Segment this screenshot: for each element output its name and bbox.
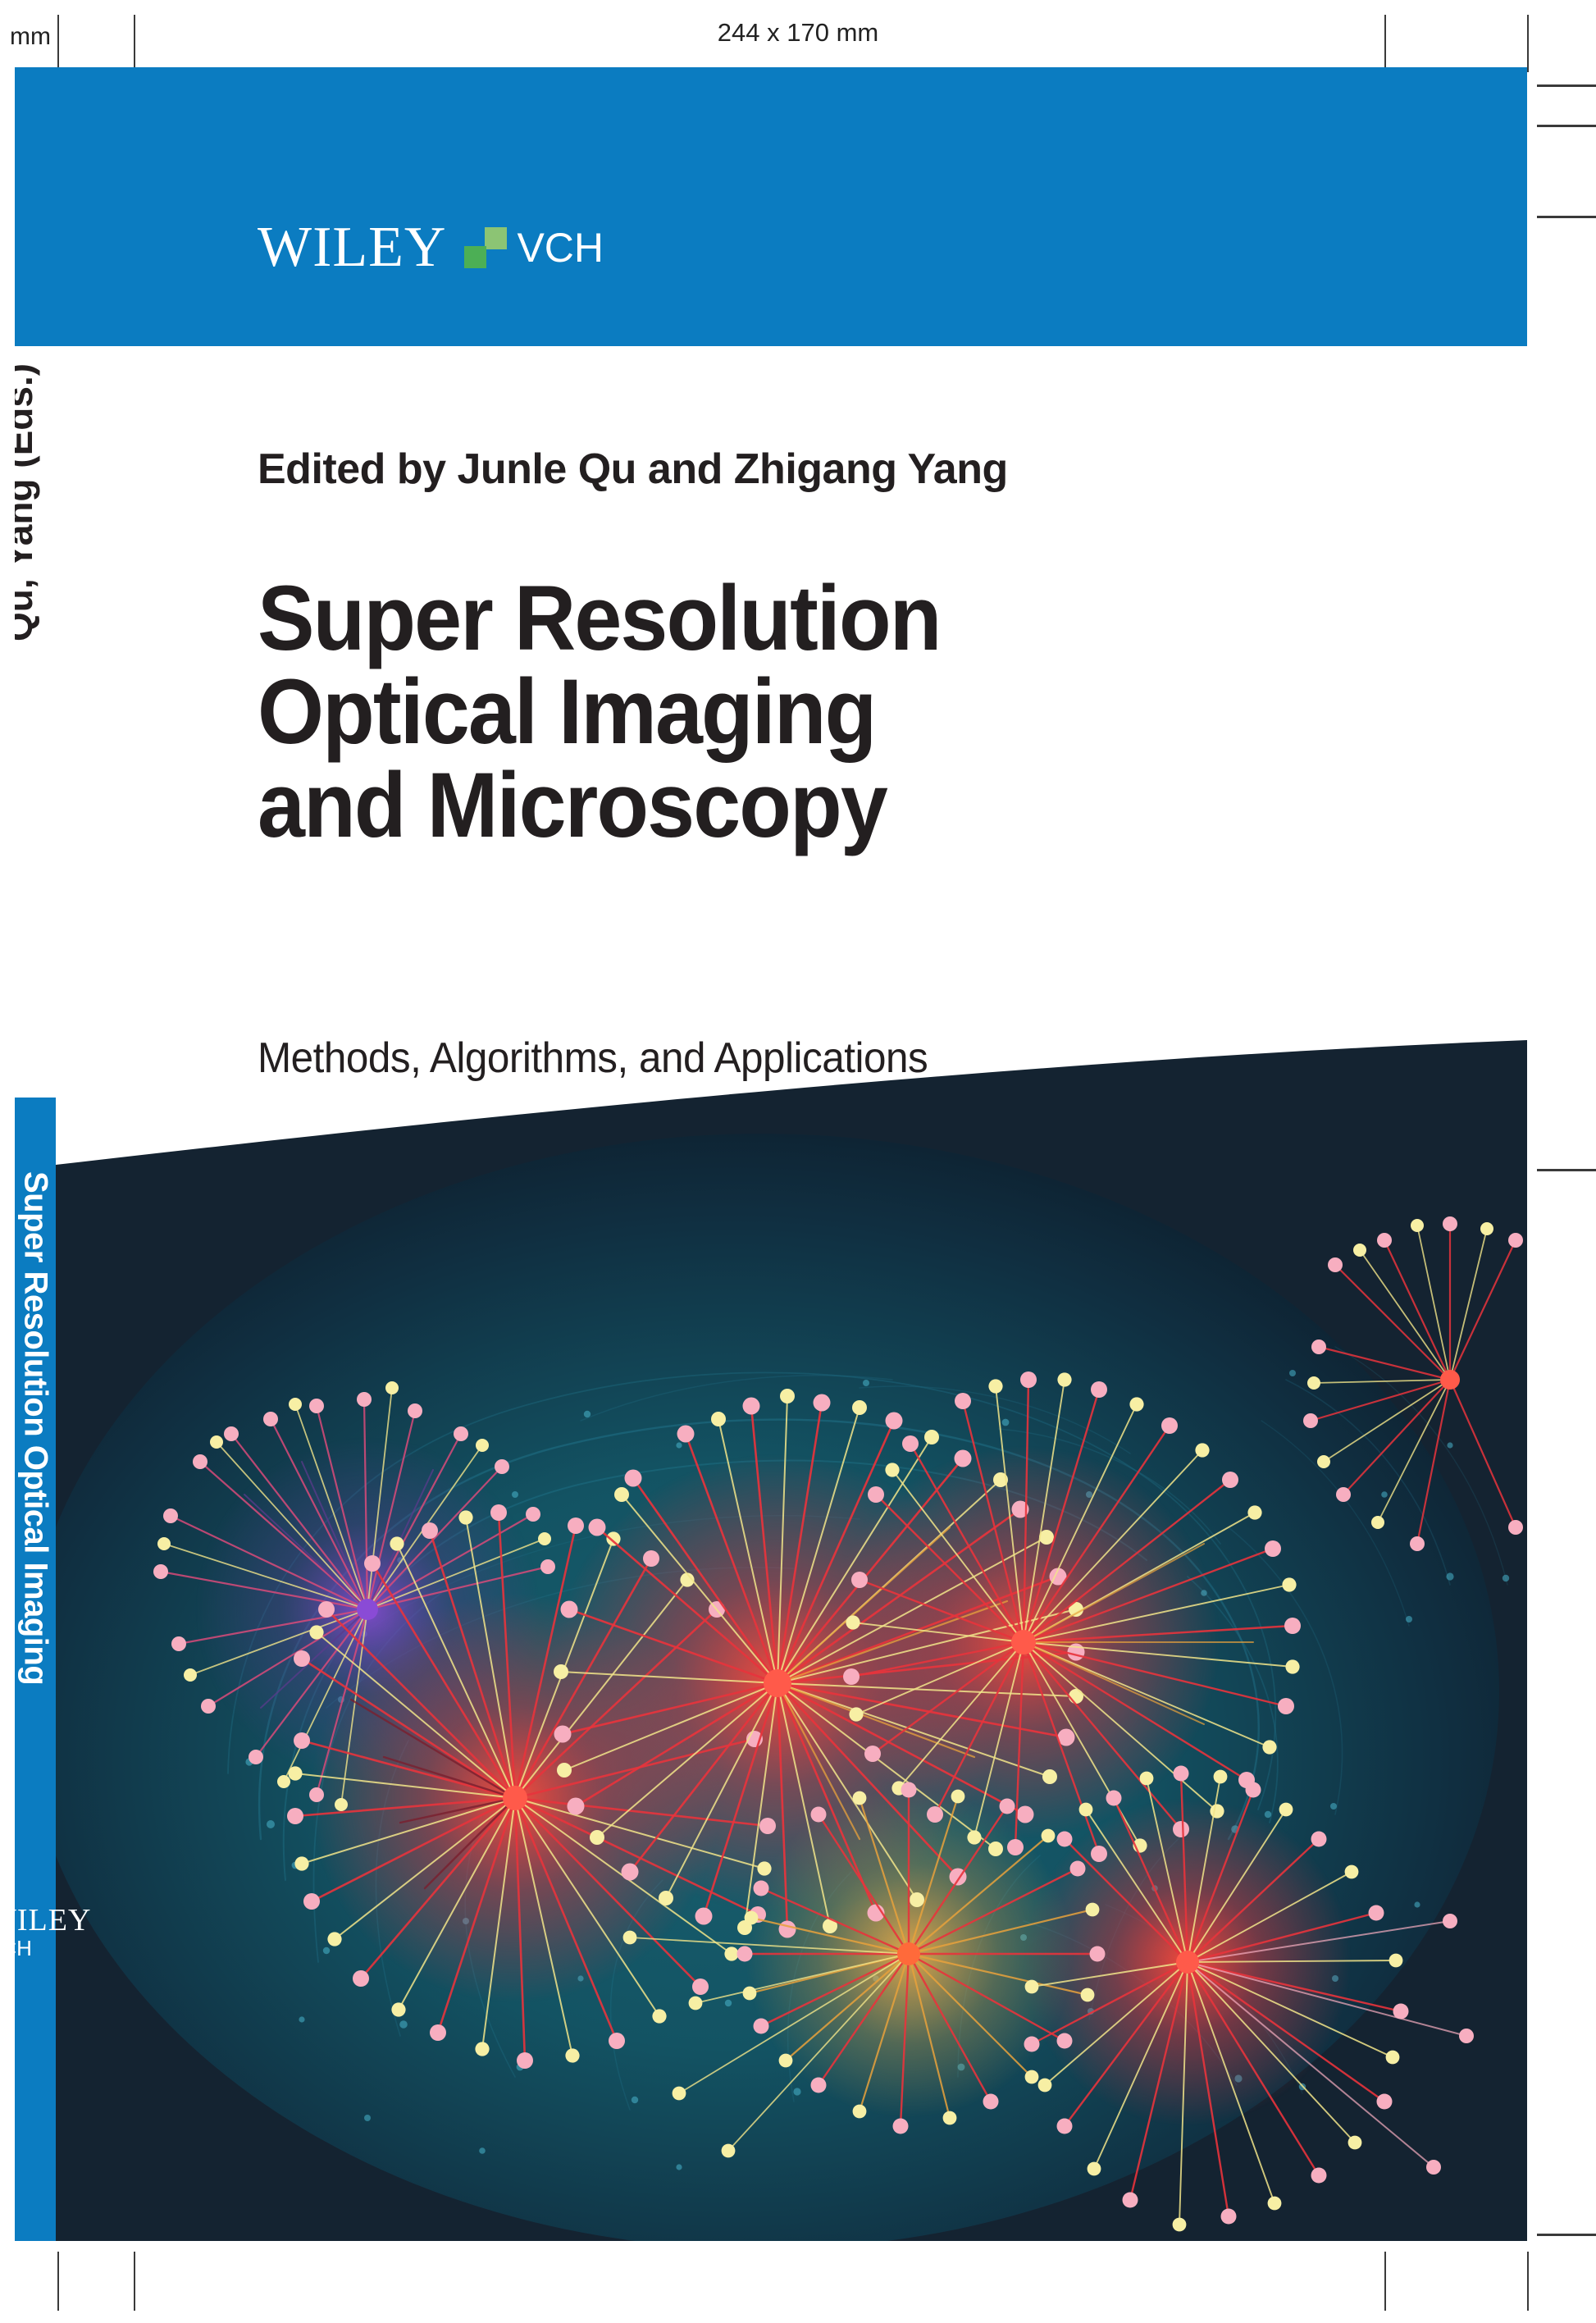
book-title: Super Resolution Optical Imaging and Mic… [258, 567, 942, 857]
vch-square-dark-icon [464, 246, 487, 268]
spine-title-text: Super Resolution Optical Imaging [17, 1171, 54, 1686]
unit-label: mm [10, 23, 51, 50]
spine-panel [15, 1098, 56, 2241]
crop-mark-top-left-inner [134, 15, 135, 72]
crop-mark-top-left-outer [57, 15, 59, 72]
crop-mark-right-lower [1537, 1169, 1596, 1171]
crop-mark-right-upper [1537, 125, 1596, 127]
neural-brain-artwork [56, 1040, 1527, 2241]
crop-mark-right-mid [1537, 216, 1596, 218]
crop-mark-bottom-right-outer [1527, 2252, 1529, 2311]
cover-artwork-panel [56, 1035, 1527, 2241]
crop-mark-right-top [1537, 84, 1596, 87]
spine-authors: Qu, Yang (Eds.) [15, 182, 40, 641]
crop-mark-top-right-inner [1384, 15, 1386, 72]
crop-mark-bottom-left-inner [134, 2252, 135, 2311]
book-subtitle: Methods, Algorithms, and Applications [258, 1034, 928, 1082]
wiley-wordmark: WILEY [258, 216, 447, 279]
editors-line: Edited by Junle Qu and Zhigang Yang [258, 445, 1008, 493]
crop-mark-bottom-right-inner [1384, 2252, 1386, 2311]
vch-square-light-icon [485, 227, 508, 249]
crop-mark-right-bottom [1537, 2234, 1596, 2236]
spine-title: Super Resolution Optical Imaging [15, 1098, 56, 2241]
vch-imprint-mark: VCH [517, 225, 604, 271]
trim-size-label: 244 x 170 mm [717, 18, 879, 47]
cover-artboard: WILEY VCH Edited by Junle Qu and Zhigang… [15, 67, 1527, 2241]
vch-squares-icon [464, 227, 508, 268]
spine-vch-imprint-mark: VCH [15, 1936, 32, 1960]
spine-authors-text: Qu, Yang (Eds.) [15, 363, 40, 641]
crop-mark-bottom-left-outer [57, 2252, 59, 2311]
spine-wiley-vch-logo: WILEY VCH [15, 1903, 92, 1960]
crop-mark-top-right-outer [1527, 15, 1529, 72]
spine-wiley-wordmark: WILEY [15, 1903, 92, 1937]
publisher-band [15, 67, 1527, 346]
wiley-vch-logo: WILEY VCH [258, 219, 604, 276]
